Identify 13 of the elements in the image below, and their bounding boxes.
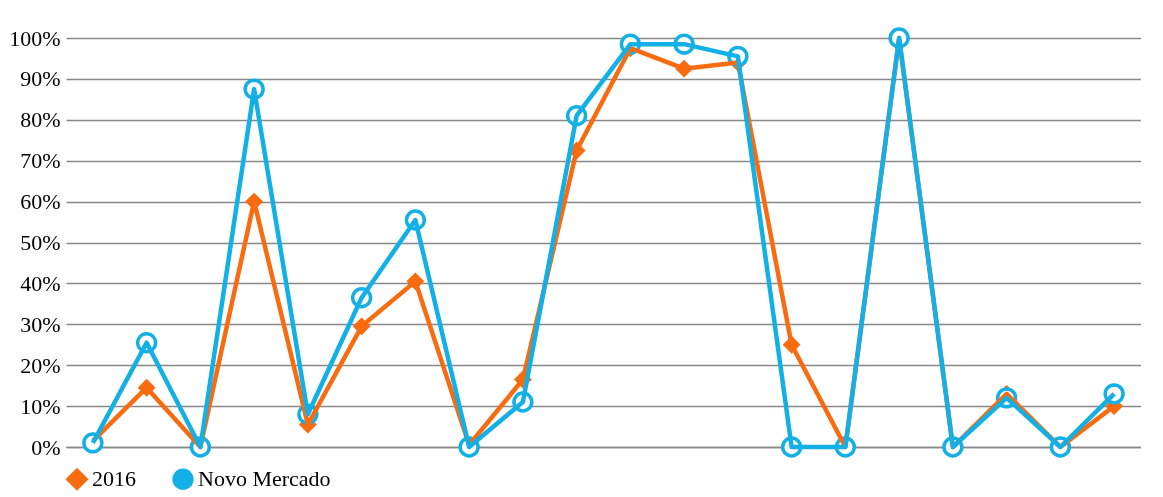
y-tick-label: 50% — [20, 230, 61, 255]
y-tick-label: 30% — [20, 311, 61, 337]
y-tick-label: 40% — [20, 270, 61, 296]
y-tick-label: 70% — [20, 148, 61, 174]
y-tick-label: 10% — [20, 393, 61, 419]
y-tick-label: 0% — [31, 434, 61, 460]
y-tick-label: 20% — [20, 352, 61, 378]
legend-label: Novo Mercado — [198, 466, 331, 492]
y-tick-label: 100% — [9, 25, 61, 51]
y-tick-label: 80% — [20, 107, 61, 133]
y-tick-label: 60% — [20, 189, 61, 215]
legend-label: 2016 — [92, 466, 136, 492]
y-tick-label: 90% — [20, 66, 61, 92]
